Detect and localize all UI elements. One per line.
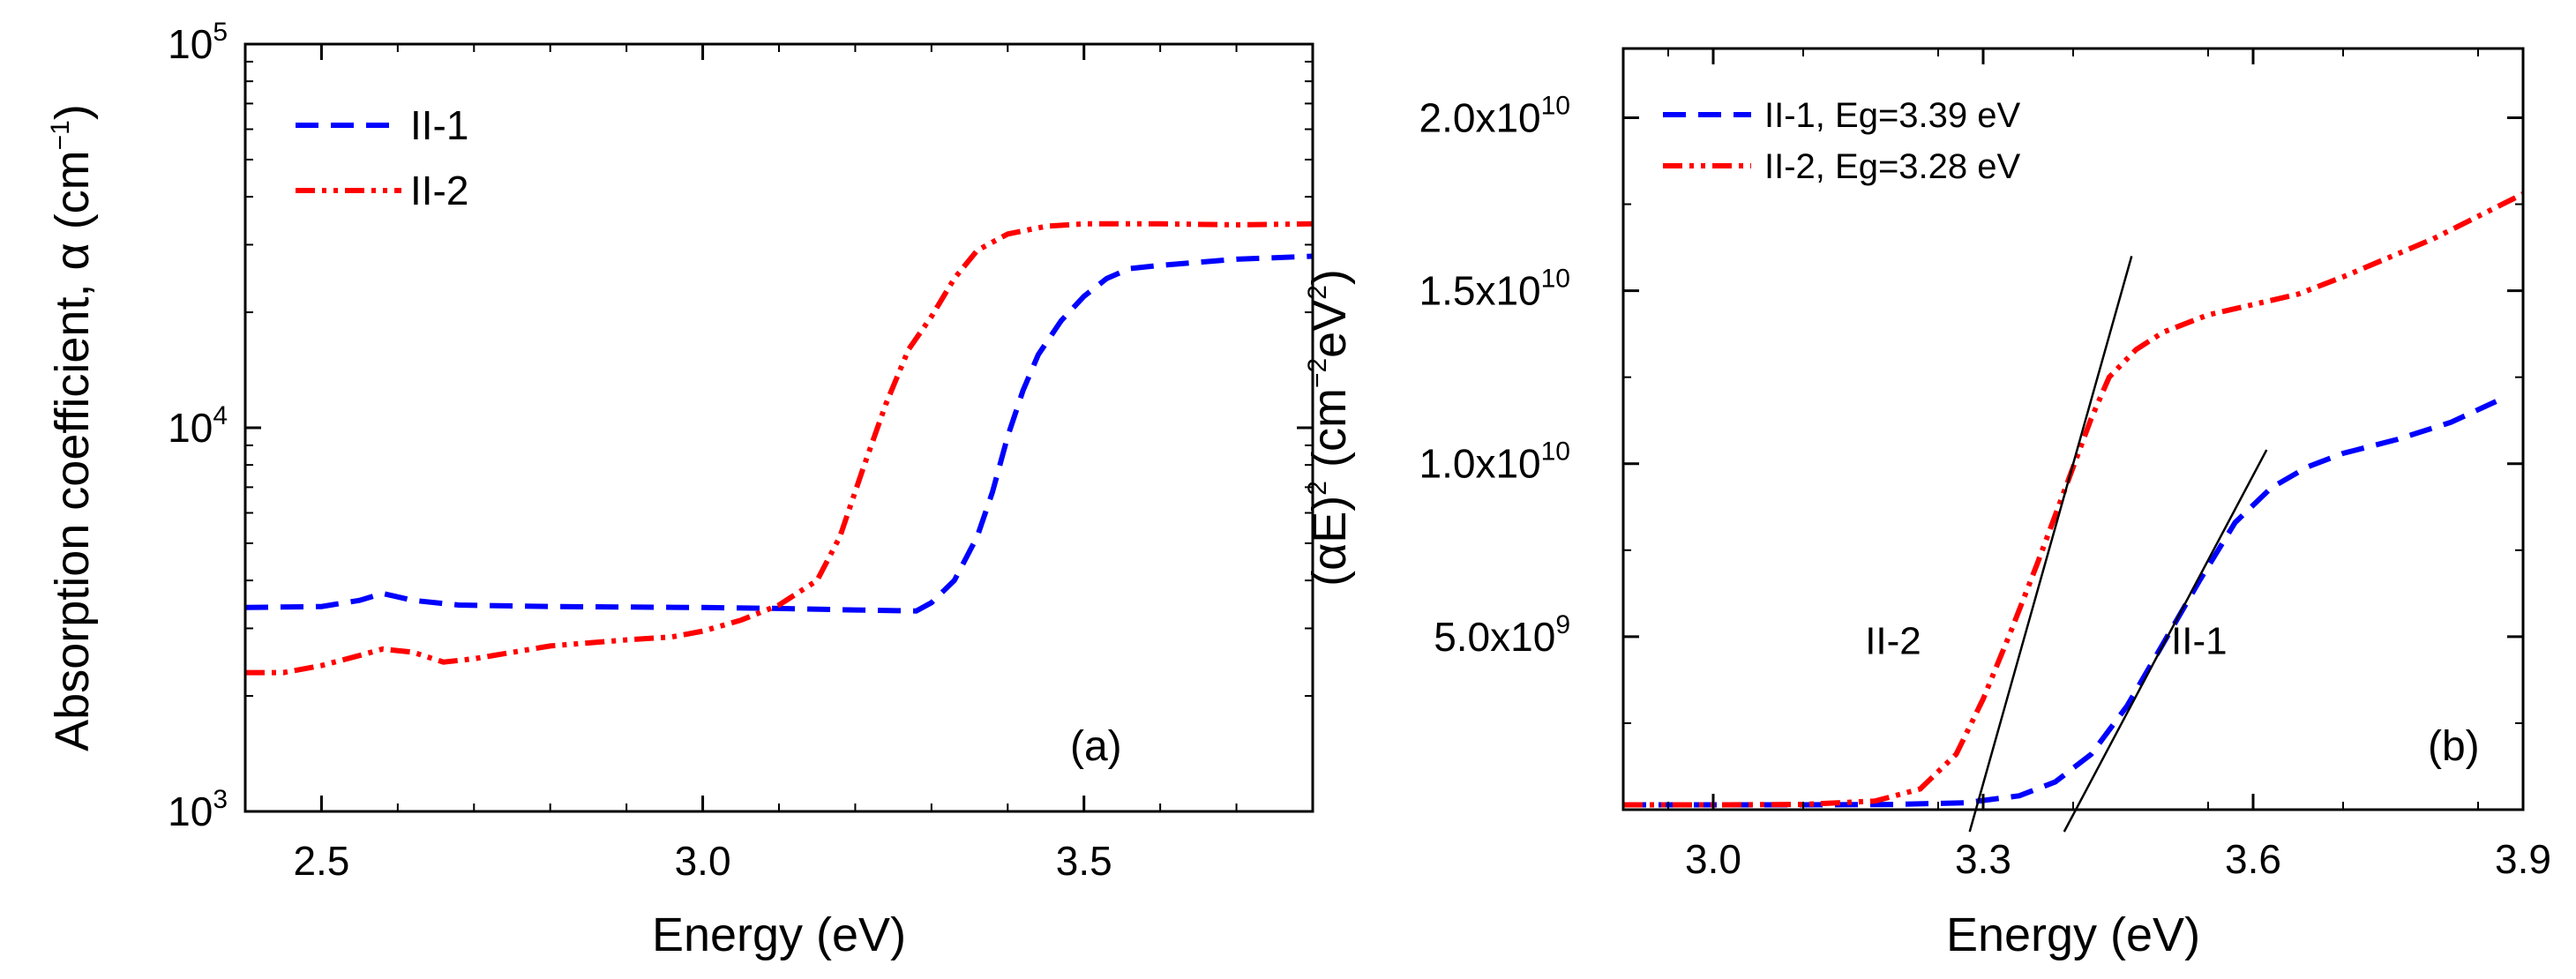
panel-b-x-tick-label: 3.6 — [2225, 836, 2281, 882]
panel-b-series-II-1, Eg=3.39 eV — [1623, 399, 2497, 808]
panel-a-plot-frame — [243, 42, 1314, 813]
panel-b-annotation-II-1: II-1 — [2171, 619, 2228, 662]
panel-a: 2.5 3.0 3.5 103 104 105 II-1 II-2 (a) Energy … — [46, 18, 1314, 961]
legend-label-II-1-eg: II-1, Eg=3.39 eV — [1764, 96, 2021, 135]
panel-b-y-tick-label: 1.5x1010 — [1419, 265, 1571, 314]
panel-b-series-II-2, Eg=3.28 eV — [1623, 191, 2525, 808]
panel-b-fit-line-II-2 — [1968, 256, 2133, 833]
panel-a-y-axis-title: Absorption coefficient, α (cm−1) — [46, 104, 99, 751]
panel-a-y-tick-label: 104 — [168, 401, 228, 451]
panel-b-plot-frame — [1621, 47, 2525, 811]
panel-b-y-axis-title: (αE)2 (cm−2eV2) — [1303, 269, 1356, 587]
panel-b-x-tick-label: 3.9 — [2495, 836, 2551, 882]
panel-a-series-II-2 — [245, 220, 1314, 676]
panel-b-x-tick-label: 3.3 — [1955, 836, 2011, 882]
panel-a-y-tick-label: 105 — [168, 18, 228, 67]
panel-b-annotation-II-2: II-2 — [1865, 619, 1921, 662]
panel-a-x-tick-label: 3.5 — [1056, 838, 1112, 884]
panel-a-x-tick-label: 2.5 — [293, 838, 349, 884]
legend-label-II-2: II-2 — [410, 168, 468, 213]
panel-b: 3.0 3.3 3.6 3.9 5.0x109 1.0x1010 1.5x1010 2.0x1… — [1303, 47, 2551, 961]
panel-b-x-tick-label: 3.0 — [1685, 836, 1741, 882]
panel-a-series-II-1 — [244, 253, 1314, 614]
legend-label-II-1: II-1 — [410, 102, 468, 148]
panel-b-y-tick-label: 1.0x1010 — [1419, 437, 1571, 487]
panel-a-x-axis-title: Energy (eV) — [652, 908, 906, 961]
panel-b-y-tick-label: 2.0x1010 — [1419, 91, 1571, 140]
panel-b-fit-line-II-1 — [2063, 449, 2268, 833]
panel-b-x-axis-title: Energy (eV) — [1946, 908, 2200, 961]
panel-a-x-tick-label: 3.0 — [675, 838, 731, 884]
legend-label-II-2-eg: II-2, Eg=3.28 eV — [1764, 147, 2021, 186]
panel-a-label: (a) — [1070, 723, 1122, 770]
panel-b-y-tick-label: 5.0x109 — [1434, 610, 1570, 660]
panel-a-y-tick-label: 103 — [168, 785, 228, 834]
panel-b-label: (b) — [2428, 723, 2480, 770]
